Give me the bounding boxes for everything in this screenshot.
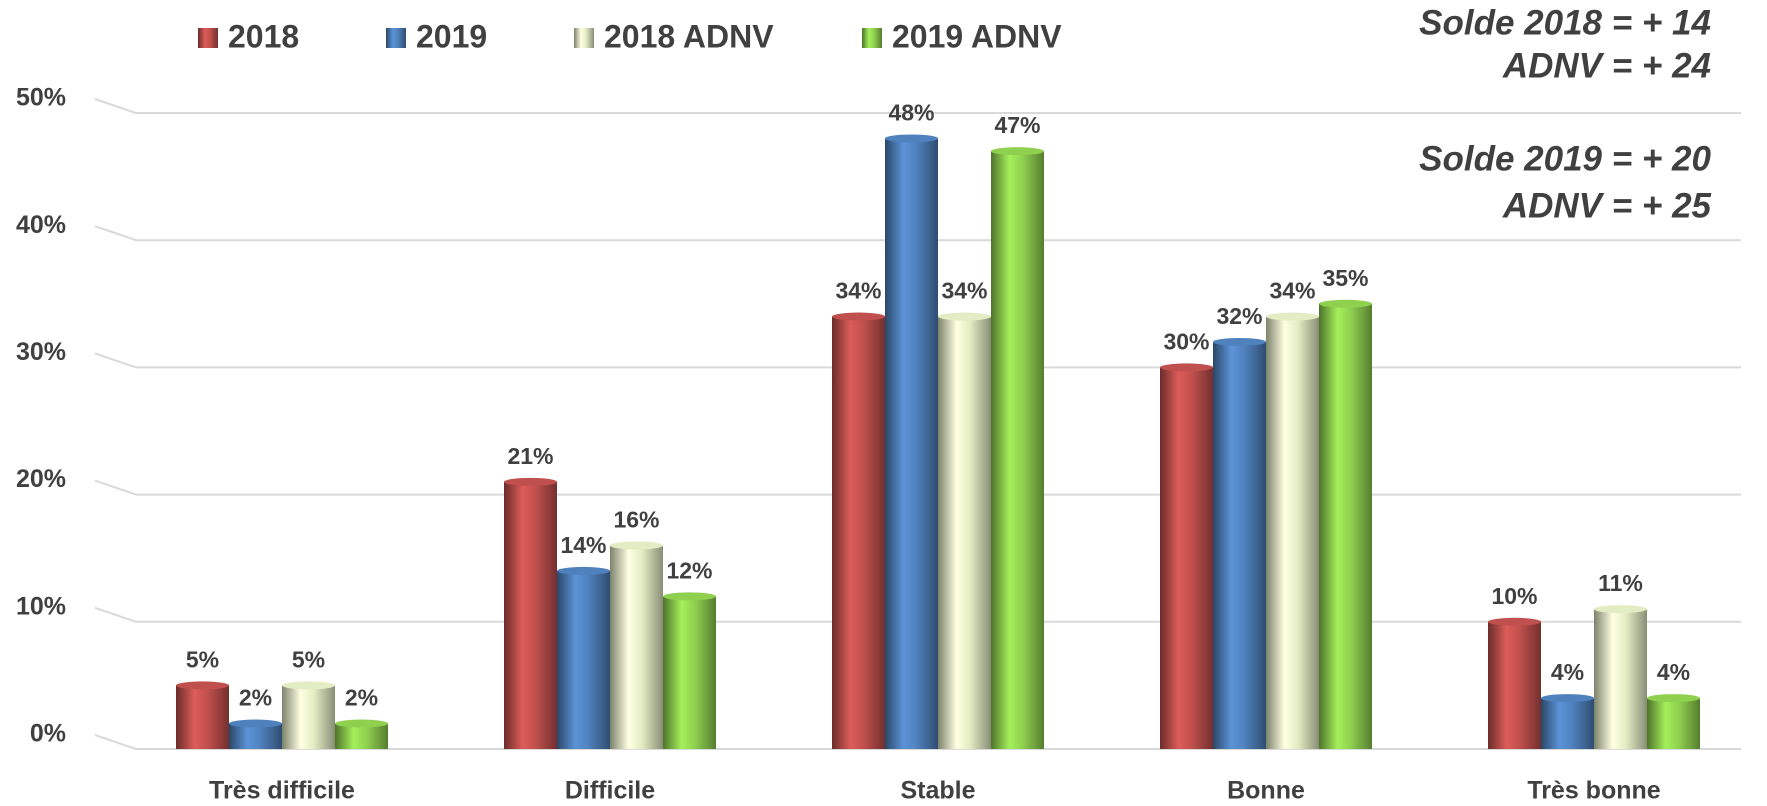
value-label: 32%	[1216, 303, 1262, 329]
x-tick-label: Stable	[900, 777, 975, 805]
y-tick-label: 30%	[16, 338, 66, 366]
value-label: 34%	[941, 278, 987, 304]
value-label: 30%	[1163, 328, 1209, 354]
bar-top	[663, 592, 716, 601]
x-tick-label: Très difficile	[209, 777, 355, 805]
bar	[229, 723, 282, 749]
bar	[1319, 303, 1372, 749]
grid-line	[94, 225, 137, 242]
bar-top	[335, 719, 388, 728]
legend-label: 2018	[228, 18, 299, 54]
bar	[610, 545, 663, 749]
bar	[335, 723, 388, 749]
value-label: 10%	[1491, 583, 1537, 609]
bar	[938, 316, 991, 749]
y-tick-label: 40%	[16, 211, 66, 239]
value-label: 2%	[239, 685, 272, 711]
bar	[282, 685, 335, 749]
bar	[1266, 316, 1319, 749]
bar-top	[1213, 337, 1266, 346]
legend-label: 2019	[416, 18, 487, 54]
bar	[1594, 609, 1647, 749]
value-label: 5%	[186, 646, 219, 672]
bar-top	[176, 681, 229, 690]
bar	[1160, 367, 1213, 749]
bar	[1488, 621, 1541, 749]
bar-top	[1647, 694, 1700, 703]
bar-top	[282, 681, 335, 690]
legend-swatch	[862, 28, 882, 48]
legend-label: 2018 ADNV	[604, 18, 774, 54]
bar-top	[610, 541, 663, 550]
value-label: 12%	[666, 557, 712, 583]
bar	[557, 570, 610, 749]
value-label: 11%	[1598, 570, 1643, 596]
bar	[663, 596, 716, 749]
value-label: 5%	[292, 646, 325, 672]
value-label: 35%	[1322, 265, 1368, 291]
bar-top	[1160, 363, 1213, 372]
bar-top	[1541, 694, 1594, 703]
grid-line	[94, 479, 137, 496]
grid-line	[94, 352, 137, 369]
value-label: 21%	[507, 443, 553, 469]
value-label: 2%	[345, 685, 378, 711]
value-label: 4%	[1657, 659, 1690, 685]
bar	[991, 151, 1044, 749]
bar-top	[885, 134, 938, 143]
bar	[176, 685, 229, 749]
y-tick-label: 10%	[16, 592, 66, 620]
y-tick-label: 50%	[16, 84, 66, 112]
bar-top	[1594, 605, 1647, 614]
value-label: 34%	[835, 278, 881, 304]
value-label: 48%	[888, 100, 934, 126]
bar-top	[1266, 312, 1319, 321]
y-tick-label: 0%	[30, 720, 66, 748]
bar	[1213, 341, 1266, 749]
bar	[832, 316, 885, 749]
value-label: 14%	[560, 532, 606, 558]
bar-top	[832, 312, 885, 321]
grid-line	[94, 98, 137, 114]
value-label: 4%	[1551, 659, 1584, 685]
legend-swatch	[574, 28, 594, 48]
bar	[885, 138, 938, 749]
legend-swatch	[386, 28, 406, 48]
bar-top	[557, 566, 610, 575]
y-tick-label: 20%	[16, 465, 66, 493]
annotation: ADNV = + 24	[1502, 46, 1711, 85]
bar-top	[938, 312, 991, 321]
bar-top	[229, 719, 282, 728]
x-tick-label: Bonne	[1227, 777, 1305, 805]
value-label: 16%	[613, 507, 659, 533]
bar-top	[991, 147, 1044, 156]
annotation: Solde 2019 = + 20	[1419, 139, 1711, 178]
bar-top	[1488, 617, 1541, 626]
value-label: 34%	[1269, 278, 1315, 304]
bar	[1541, 698, 1594, 749]
bar	[504, 481, 557, 749]
annotation: Solde 2018 = + 14	[1419, 3, 1711, 42]
legend-swatch	[198, 28, 218, 48]
legend-label: 2019 ADNV	[892, 18, 1062, 54]
x-tick-label: Très bonne	[1527, 777, 1660, 805]
grid-line	[94, 606, 137, 623]
value-label: 47%	[994, 112, 1040, 138]
x-tick-label: Difficile	[565, 777, 655, 805]
bar	[1647, 698, 1700, 749]
grid-line	[94, 734, 137, 750]
bar-top	[1319, 299, 1372, 308]
bar-top	[504, 477, 557, 486]
annotation: ADNV = + 25	[1502, 186, 1712, 225]
